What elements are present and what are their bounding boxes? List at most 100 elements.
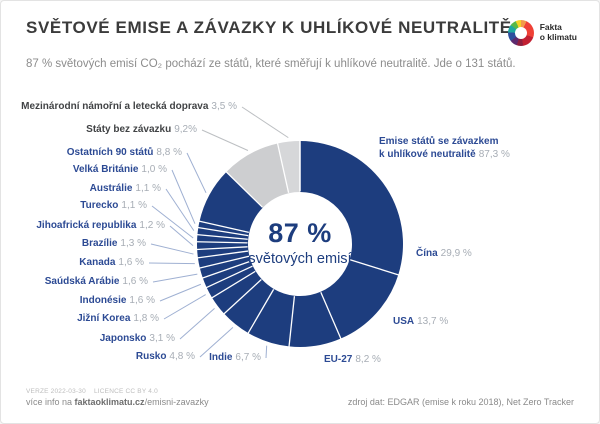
slice-name: Turecko <box>80 200 119 211</box>
slice-divider <box>196 241 248 244</box>
committed-total-name: Emise států se závazkem k uhlíkové neutr… <box>379 136 499 160</box>
chart-label-brazilie: Brazílie 1,3 % <box>82 237 146 251</box>
slice-name: Kanada <box>79 257 116 268</box>
slice-divider <box>199 255 250 269</box>
slice-value: 3,5 % <box>211 101 237 112</box>
slice-jihoafricka-republika <box>197 241 249 250</box>
slice-value: 3,1 % <box>149 333 175 344</box>
slice-divider <box>196 233 248 240</box>
slice-name: Brazílie <box>81 238 118 249</box>
slice-value: 1,6 % <box>122 276 148 287</box>
slice-name: Indie <box>209 352 233 363</box>
leader-line-jihoafricka-republika <box>169 225 194 247</box>
slice-mezinarodni-doprava <box>277 141 300 194</box>
chart-label-japonsko: Japonsko 3,1 % <box>100 332 175 346</box>
label-committed-total: Emise států se závazkem k uhlíkové neutr… <box>379 135 549 161</box>
slice-cina <box>300 141 403 275</box>
leader-line-indonesie <box>159 283 202 302</box>
slice-divider <box>320 291 342 340</box>
slice-divider <box>349 259 399 276</box>
leader-line-kanada <box>148 262 195 265</box>
slice-saudska-arabie <box>199 256 251 278</box>
slice-brazilie <box>197 246 249 258</box>
brand-logo: Fakta o klimatu <box>507 20 577 46</box>
info-prefix: více info na <box>26 397 75 407</box>
info-domain-link: faktaoklimatu.cz <box>74 397 145 407</box>
slice-value: 1,3 % <box>120 238 146 249</box>
slice-value: 1,1 % <box>121 200 147 211</box>
slice-value: 1,0 % <box>141 164 167 175</box>
slice-name: Velká Británie <box>72 164 139 175</box>
center-value: 87 % <box>268 218 332 248</box>
license-text: LICENCE CC BY 4.0 <box>93 388 158 395</box>
slice-jizni-korea <box>206 265 256 298</box>
fakta-o-klimatu-logo-icon <box>507 20 534 46</box>
slice-divider <box>202 260 251 279</box>
center-caption: světových emisí <box>248 251 352 267</box>
slice-divider <box>247 289 275 334</box>
leader-line-ostatnich-90-statu <box>186 152 207 194</box>
slice-name: Čína <box>416 248 438 259</box>
slice-value: 29,9 % <box>440 248 472 259</box>
chart-label-indonesie: Indonésie 1,6 % <box>80 294 155 308</box>
slice-value: 13,7 % <box>417 316 449 327</box>
chart-label-indie: Indie 6,7 % <box>209 351 261 365</box>
slice-eu-27 <box>289 291 341 347</box>
leader-line-japonsko <box>179 308 215 340</box>
chart-label-eu-27: EU-27 8,2 % <box>324 353 381 367</box>
slice-usa <box>320 259 399 339</box>
slice-divider <box>197 250 249 259</box>
slice-name: Jižní Korea <box>77 313 131 324</box>
slice-name: USA <box>393 316 415 327</box>
slice-divider <box>197 226 249 237</box>
leader-line-turecko <box>151 205 194 239</box>
slice-divider <box>196 246 248 251</box>
info-path: /emisni-zavazky <box>144 397 209 407</box>
chart-label-ostatnich-90-statu: Ostatních 90 států 8,8 % <box>67 146 182 160</box>
chart-label-jizni-korea: Jižní Korea 1,8 % <box>77 312 159 326</box>
slice-name: Mezinárodní námořní a letecká doprava <box>21 101 209 112</box>
chart-label-mezinarodni-doprava: Mezinárodní námořní a letecká doprava 3,5… <box>21 100 237 114</box>
slice-australie <box>197 227 249 240</box>
slice-ostatnich-90-statu <box>199 171 263 233</box>
leader-line-jizni-korea <box>163 294 206 320</box>
chart-label-staty-bez-zavazku: Státy bez závazku 9,2% <box>86 123 197 137</box>
slice-divider <box>225 171 263 208</box>
slice-name: Japonsko <box>99 333 147 344</box>
chart-label-australie: Austrálie 1,1 % <box>90 182 161 196</box>
slice-indonesie <box>202 261 253 288</box>
slice-name: Austrálie <box>89 183 133 194</box>
brand-name-line1: Fakta <box>539 22 562 33</box>
version-text: VERZE 2022-03-30 <box>26 388 86 395</box>
version-license-line: VERZE 2022-03-30 LICENCE CC BY 4.0 <box>26 388 166 395</box>
slice-divider <box>276 142 290 193</box>
slice-name: Ostatních 90 států <box>66 147 154 158</box>
slice-indie <box>248 288 295 347</box>
chart-label-rusko: Rusko 4,8 % <box>136 350 195 364</box>
slice-value: 8,8 % <box>156 147 182 158</box>
leader-line-mezinarodni-doprava <box>241 106 289 139</box>
chart-label-cina: Čína 29,9 % <box>416 247 472 261</box>
slice-value: 1,8 % <box>133 313 159 324</box>
subtitle: 87 % světových emisí CO₂ pochází ze stát… <box>26 58 516 70</box>
slice-kanada <box>197 250 250 268</box>
slice-divider <box>198 220 249 234</box>
slice-name: Státy bez závazku <box>86 124 172 135</box>
brand-name-line2: o klimatu <box>539 32 577 42</box>
slice-divider <box>205 265 253 289</box>
committed-total-value: 87,3 % <box>478 149 510 160</box>
leader-line-rusko <box>199 327 234 358</box>
leader-line-velka-britanie <box>171 169 196 224</box>
slice-value: 1,2 % <box>139 220 165 231</box>
leader-line-brazilie <box>150 243 194 255</box>
slice-velka-britanie <box>198 221 250 236</box>
chart-label-velka-britanie: Velká Británie 1,0 % <box>73 163 167 177</box>
slice-value: 6,7 % <box>235 352 261 363</box>
slice-divider <box>223 279 262 315</box>
slice-name: Saúdská Arábie <box>44 276 120 287</box>
slice-rusko <box>224 279 274 334</box>
chart-label-kanada: Kanada 1,6 % <box>79 256 144 270</box>
leader-line-staty-bez-zavazku <box>201 129 249 151</box>
slice-turecko <box>197 234 249 243</box>
